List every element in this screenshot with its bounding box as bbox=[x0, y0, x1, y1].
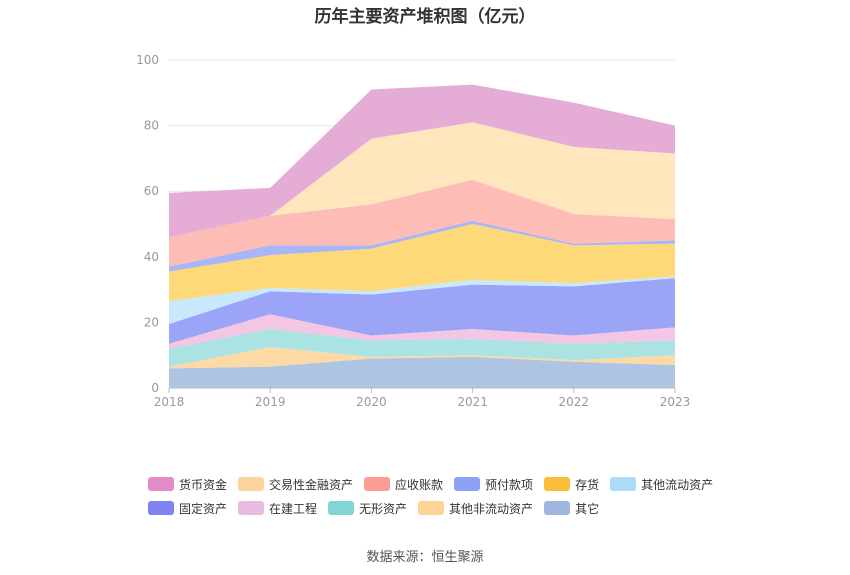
area-series bbox=[169, 328, 675, 367]
x-tick-label: 2021 bbox=[457, 395, 488, 409]
legend-row: 固定资产 在建工程 无形资产 其他非流动资产 其它 bbox=[148, 496, 748, 520]
legend-label: 预付款项 bbox=[485, 477, 534, 492]
legend-swatch bbox=[328, 501, 355, 515]
legend-item[interactable]: 货币资金 bbox=[148, 476, 227, 493]
area-series bbox=[169, 314, 675, 349]
area-series bbox=[169, 224, 675, 302]
legend-label: 货币资金 bbox=[179, 477, 228, 492]
x-tick-label: 2019 bbox=[255, 395, 286, 409]
legend-swatch bbox=[544, 477, 571, 491]
chart-title: 历年主要资产堆积图（亿元） bbox=[314, 7, 536, 27]
y-tick-label: 40 bbox=[144, 250, 159, 264]
legend-label: 其它 bbox=[575, 501, 600, 516]
area-series bbox=[169, 356, 675, 388]
legend-item[interactable]: 预付款项 bbox=[454, 476, 533, 493]
legend-label: 其他流动资产 bbox=[641, 477, 714, 492]
legend-swatch bbox=[454, 477, 481, 491]
area-series bbox=[169, 122, 675, 238]
legend-item[interactable]: 在建工程 bbox=[238, 500, 317, 517]
legend-swatch bbox=[238, 477, 265, 491]
x-tick-label: 2022 bbox=[559, 395, 590, 409]
legend-item[interactable]: 无形资产 bbox=[328, 500, 407, 517]
legend-swatch bbox=[148, 501, 174, 515]
legend-swatch bbox=[418, 501, 445, 515]
y-tick-label: 100 bbox=[136, 53, 159, 67]
x-tick-label: 2018 bbox=[154, 395, 185, 409]
data-source: 数据来源：恒生聚源 bbox=[366, 550, 484, 565]
legend-item[interactable]: 其他流动资产 bbox=[610, 476, 713, 493]
area-series bbox=[169, 347, 675, 369]
legend-swatch bbox=[544, 501, 571, 515]
area-series bbox=[169, 276, 675, 325]
legend-swatch bbox=[364, 477, 391, 491]
area-series bbox=[169, 278, 675, 344]
y-tick-label: 20 bbox=[144, 315, 159, 329]
x-tick-label: 2020 bbox=[356, 395, 387, 409]
legend-item[interactable]: 应收账款 bbox=[364, 476, 443, 493]
legend-label: 在建工程 bbox=[269, 501, 318, 516]
legend-item[interactable]: 其它 bbox=[544, 500, 599, 517]
legend-swatch bbox=[148, 477, 174, 491]
area-series bbox=[169, 84, 675, 238]
legend-label: 应收账款 bbox=[395, 477, 444, 492]
legend-swatch bbox=[238, 501, 265, 515]
legend-label: 固定资产 bbox=[179, 501, 228, 516]
y-tick-label: 80 bbox=[144, 119, 159, 133]
area-series bbox=[169, 220, 675, 272]
legend-label: 存货 bbox=[575, 477, 600, 492]
legend-item[interactable]: 交易性金融资产 bbox=[238, 476, 353, 493]
chart-legend: 货币资金 交易性金融资产 应收账款 预付款项 存货 其他流动资产固定资产 在建工程 无形资产 其… bbox=[148, 472, 748, 520]
y-tick-label: 0 bbox=[151, 381, 159, 395]
legend-swatch bbox=[610, 477, 637, 491]
legend-item[interactable]: 存货 bbox=[544, 476, 599, 493]
y-tick-label: 60 bbox=[144, 184, 159, 198]
legend-label: 其他非流动资产 bbox=[449, 501, 534, 516]
legend-row: 货币资金 交易性金融资产 应收账款 预付款项 存货 其他流动资产 bbox=[148, 472, 748, 496]
legend-label: 交易性金融资产 bbox=[269, 477, 354, 492]
stacked-area-chart: 0 20 40 60 80 100 2018 2019 2020 2021 2022 2023 bbox=[136, 53, 691, 409]
legend-item[interactable]: 其他非流动资产 bbox=[418, 500, 533, 517]
legend-label: 无形资产 bbox=[359, 501, 408, 516]
area-series bbox=[169, 179, 675, 267]
x-tick-label: 2023 bbox=[660, 395, 691, 409]
legend-item[interactable]: 固定资产 bbox=[148, 500, 227, 517]
